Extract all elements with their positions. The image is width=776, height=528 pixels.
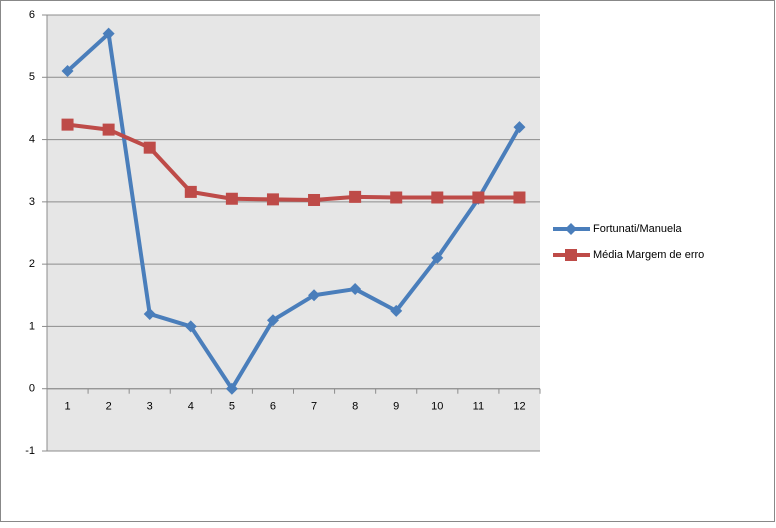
x-tick-label: 1 — [64, 401, 70, 413]
data-point — [225, 382, 238, 395]
legend-label: Fortunati/Manuela — [593, 223, 683, 235]
data-point — [225, 192, 238, 205]
x-tick-label: 11 — [473, 401, 484, 413]
data-point — [349, 283, 362, 296]
data-point — [143, 141, 156, 154]
data-point — [308, 289, 321, 302]
y-tick-label: 3 — [29, 196, 35, 208]
series-line — [67, 122, 520, 202]
x-tick-label: 5 — [229, 401, 235, 413]
data-point — [184, 320, 197, 333]
data-point — [61, 65, 74, 78]
x-tick-label: 10 — [431, 401, 443, 413]
data-point — [513, 191, 526, 204]
x-tick-label: 8 — [352, 401, 358, 413]
x-tick-label: 7 — [311, 401, 317, 413]
data-point — [266, 193, 279, 206]
legend-label: Média Margem de erro — [593, 249, 704, 261]
x-tick-label: 2 — [106, 401, 112, 413]
legend-marker — [565, 249, 577, 261]
series-line — [66, 31, 522, 391]
data-point — [308, 193, 321, 206]
data-point — [431, 251, 444, 264]
y-tick-label: 1 — [29, 320, 35, 332]
data-point — [61, 118, 74, 131]
x-tick-label: 6 — [270, 401, 276, 413]
data-point — [390, 304, 403, 317]
y-tick-label: 6 — [29, 9, 35, 21]
plot-area — [47, 15, 540, 451]
data-point — [266, 314, 279, 327]
y-tick-label: 5 — [29, 71, 35, 83]
data-point — [102, 27, 115, 40]
y-tick-label: 0 — [29, 383, 35, 395]
x-tick-label: 12 — [513, 401, 525, 413]
y-tick-label: 4 — [29, 133, 35, 145]
x-tick-label: 9 — [393, 401, 399, 413]
data-point — [349, 190, 362, 203]
data-point — [102, 123, 115, 136]
data-point — [143, 307, 156, 320]
data-point — [431, 191, 444, 204]
data-point — [513, 121, 526, 134]
legend-marker — [565, 223, 577, 235]
x-tick-label: 3 — [147, 401, 153, 413]
data-point — [390, 191, 403, 204]
y-tick-label: -1 — [25, 445, 35, 457]
x-tick-label: 4 — [188, 401, 194, 413]
data-point — [472, 191, 485, 204]
data-point — [184, 185, 197, 198]
y-tick-label: 2 — [29, 258, 35, 270]
